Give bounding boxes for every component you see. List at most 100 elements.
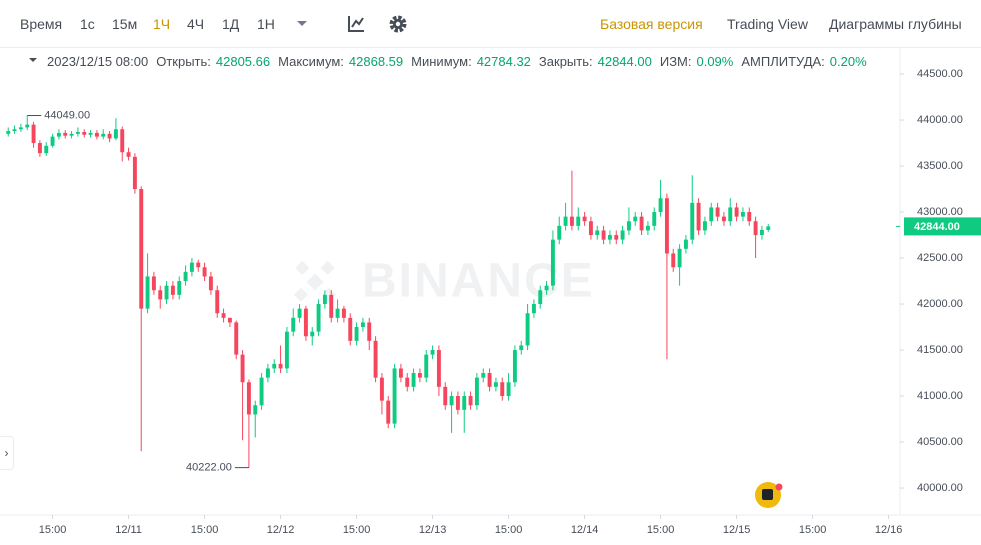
candle-body: [196, 262, 201, 268]
candle-body: [538, 290, 543, 305]
candle-body: [291, 317, 296, 332]
info-label: Минимум:: [411, 53, 472, 69]
candle-body: [284, 331, 289, 369]
candle-body: [620, 230, 625, 240]
candle-body: [652, 212, 657, 226]
candle-body: [607, 235, 612, 240]
candle-body: [50, 136, 55, 146]
candle-body: [398, 368, 403, 378]
candle-body: [360, 322, 365, 328]
candle-body: [253, 405, 258, 415]
x-tick-label: 12/16: [875, 524, 903, 536]
candle-body: [202, 267, 207, 277]
candle-body: [436, 350, 441, 387]
candle-body: [88, 132, 93, 135]
candle-body: [208, 276, 213, 291]
candle-body: [6, 131, 11, 134]
candle-body: [715, 207, 720, 217]
last-price-tag: [904, 217, 981, 236]
candle-body: [120, 129, 125, 153]
candle-body: [215, 290, 220, 314]
candle-body: [101, 133, 106, 137]
candle-body: [373, 340, 378, 378]
watermark-text: BINANCE: [362, 255, 595, 308]
candle-body: [278, 363, 283, 369]
collapse-icon[interactable]: [28, 57, 38, 65]
info-value: 42805.66: [215, 53, 271, 69]
info-datetime: 2023/12/15 08:00: [47, 53, 149, 69]
candle-body: [614, 235, 619, 240]
candle-body: [151, 276, 156, 291]
candle-body: [322, 294, 327, 305]
candle-body: [316, 304, 321, 332]
candle-body: [348, 317, 353, 341]
side-toggle[interactable]: ›: [0, 436, 14, 470]
candle-body: [550, 239, 555, 286]
watermark: BINANCE: [293, 255, 595, 308]
candle-body: [671, 253, 676, 268]
candle-body: [582, 216, 587, 222]
view-tab[interactable]: Trading View: [727, 16, 808, 32]
candle-body: [506, 382, 511, 397]
candle-body: [297, 308, 302, 318]
candle-body: [595, 230, 600, 236]
candle-body: [721, 216, 726, 222]
candle-body: [474, 377, 479, 406]
candle-body: [75, 131, 80, 134]
candle-body: [69, 133, 74, 136]
info-label: АМПЛИТУДА:: [741, 53, 825, 69]
more-intervals[interactable]: [296, 20, 308, 28]
x-tick-label: 12/11: [115, 524, 142, 536]
x-tick-label: 15:00: [39, 524, 67, 536]
candle-body: [234, 322, 239, 355]
view-tab[interactable]: Базовая версия: [600, 16, 703, 32]
y-tick-label: 44000.00: [917, 114, 963, 126]
x-tick-label: 12/12: [267, 524, 295, 536]
candle-body: [690, 202, 695, 240]
candle-body: [709, 207, 714, 222]
y-tick-label: 42500.00: [917, 252, 963, 264]
interval-button[interactable]: Время: [20, 16, 63, 32]
candle-body: [512, 350, 517, 383]
candle-body: [392, 368, 397, 424]
info-label: Максимум:: [278, 53, 344, 69]
candle-body: [139, 189, 144, 309]
interval-button[interactable]: 1Д: [222, 16, 240, 32]
candle-body: [677, 248, 682, 268]
candle-body: [557, 225, 562, 240]
interval-button[interactable]: 1с: [80, 16, 95, 32]
info-value: 42844.00: [597, 53, 652, 69]
candle-body: [265, 368, 270, 378]
candle-body: [759, 229, 764, 236]
candle-body: [468, 396, 473, 406]
view-tab[interactable]: Диаграммы глубины: [829, 16, 962, 32]
assistant-button[interactable]: [755, 482, 783, 508]
candle-body: [63, 132, 68, 136]
candle-body: [411, 373, 416, 387]
annotation-label: 44049.00: [44, 109, 90, 121]
interval-button[interactable]: 15м: [112, 16, 138, 32]
candle-body: [443, 386, 448, 406]
candle-body: [576, 216, 581, 226]
interval-button[interactable]: 1Ч: [153, 16, 171, 32]
info-value: 0.20%: [829, 53, 867, 69]
y-tick-label: 40000.00: [917, 482, 963, 494]
interval-button[interactable]: 4Ч: [187, 16, 205, 32]
candle-body: [37, 143, 42, 154]
info-value: 42784.32: [476, 53, 531, 69]
annotation-label: 40222.00: [186, 462, 232, 474]
candle-body: [107, 133, 112, 139]
x-tick-label: 12/15: [723, 524, 751, 536]
candle-body: [633, 216, 638, 222]
settings-icon[interactable]: [388, 14, 408, 34]
candle-body: [18, 127, 23, 130]
candle-body: [354, 327, 359, 341]
candle-body: [12, 129, 17, 132]
candle-body: [259, 377, 264, 406]
indicator-icon[interactable]: [346, 14, 366, 34]
candle-body: [170, 285, 175, 295]
candle-body: [303, 308, 308, 337]
y-tick-label: 43500.00: [917, 160, 963, 172]
interval-button[interactable]: 1Н: [257, 16, 275, 32]
candle-body: [227, 317, 232, 323]
